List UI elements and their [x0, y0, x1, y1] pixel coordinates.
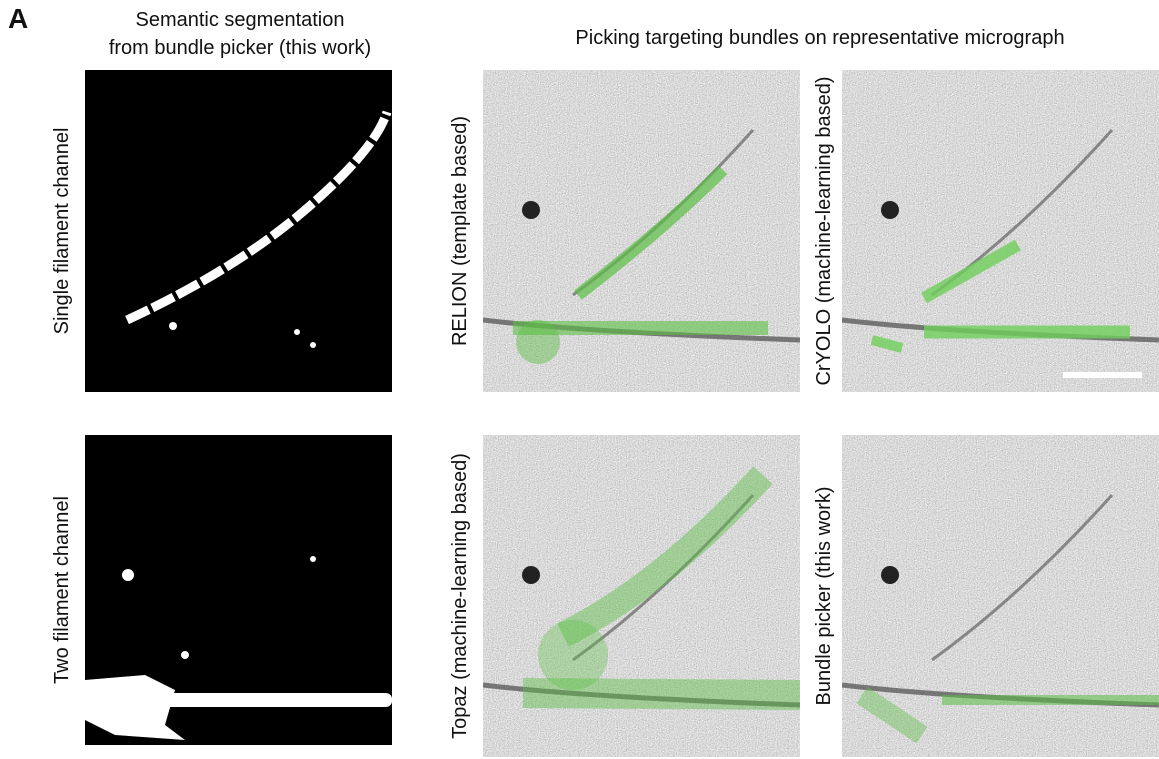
method-label: RELION (template based)	[449, 116, 471, 346]
method-label: Bundle picker (this work)	[813, 487, 835, 706]
panel-label: A	[8, 3, 28, 34]
micrograph	[842, 435, 1159, 757]
method-label: CrYOLO (machine-learning based)	[813, 76, 835, 385]
segmentation-image	[85, 435, 392, 745]
row-label: Two filament channel	[51, 496, 73, 684]
segmentation-image	[85, 70, 392, 392]
micrograph	[483, 435, 800, 757]
micrograph	[483, 70, 800, 392]
right-title: Picking targeting bundles on representat…	[575, 27, 1064, 49]
left-title: from bundle picker (this work)	[109, 37, 371, 59]
micrograph	[842, 70, 1159, 392]
left-title: Semantic segmentation	[135, 9, 344, 31]
method-label: Topaz (machine-learning based)	[449, 453, 471, 739]
row-label: Single filament channel	[51, 128, 73, 335]
